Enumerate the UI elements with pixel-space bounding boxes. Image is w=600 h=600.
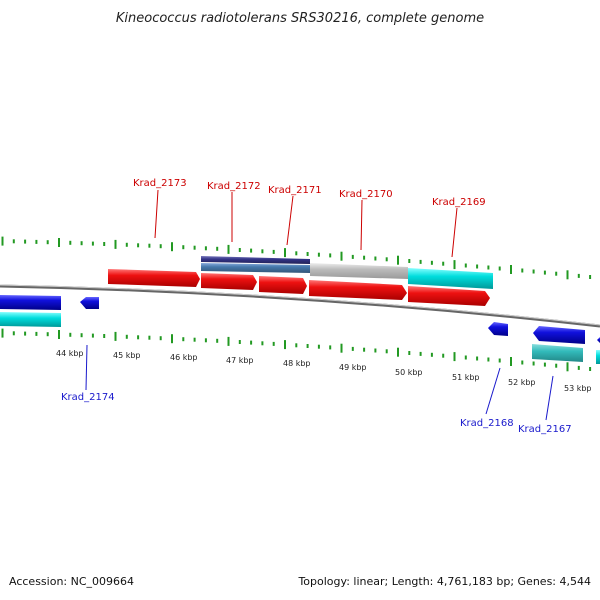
gene-label-krad-2173[interactable]: Krad_2173 [133, 178, 187, 189]
scale-labels: 44 kbp 45 kbp 46 kbp 47 kbp 48 kbp 49 kb… [56, 349, 592, 393]
gene-labels-top: Krad_2173 Krad_2172 Krad_2171 Krad_2170 … [133, 178, 486, 208]
scale-label-52kbp: 52 kbp [508, 378, 536, 387]
leader-krad-2168 [485, 367, 501, 415]
scale-label-46kbp: 46 kbp [170, 353, 198, 362]
cds-bar-cyan[interactable] [408, 268, 493, 289]
cds-bar-cyan-left[interactable] [0, 312, 61, 327]
leader-krad-2169 [451, 207, 458, 258]
cds-bar-cyan-right[interactable] [596, 350, 600, 364]
gene-label-krad-2174[interactable]: Krad_2174 [61, 392, 115, 403]
scale-label-48kbp: 48 kbp [283, 359, 311, 368]
genome-backbone [0, 284, 600, 328]
label-leaders [85, 189, 554, 421]
forward-genes [108, 269, 490, 306]
gene-arrow-krad-2170[interactable] [309, 280, 407, 300]
leader-krad-2174 [85, 344, 88, 391]
genome-backbone-highlight [0, 284, 600, 326]
tick-row-bottom [1, 328, 592, 372]
gene-arrow-krad-2173[interactable] [108, 269, 200, 287]
scale-label-44kbp: 44 kbp [56, 349, 84, 358]
tick-row-top [1, 236, 592, 280]
scale-label-50kbp: 50 kbp [395, 368, 423, 377]
gene-arrow-krad-2171[interactable] [259, 276, 307, 294]
gene-labels-bottom: Krad_2174 Krad_2168 Krad_2167 [61, 392, 572, 435]
map-title: Kineococcus radiotolerans SRS30216, comp… [116, 11, 484, 26]
scale-label-49kbp: 49 kbp [339, 363, 367, 372]
leader-krad-2171 [286, 195, 294, 246]
gene-label-krad-2172[interactable]: Krad_2172 [207, 181, 261, 192]
genome-summary-text: Topology: linear; Length: 4,761,183 bp; … [297, 575, 591, 588]
cds-bar-steel[interactable] [201, 263, 310, 273]
reverse-genes [0, 295, 600, 364]
scale-label-53kbp: 53 kbp [564, 384, 592, 393]
leader-krad-2170 [360, 199, 363, 251]
scale-label-51kbp: 51 kbp [452, 373, 480, 382]
gene-label-krad-2170[interactable]: Krad_2170 [339, 189, 393, 200]
gene-label-krad-2169[interactable]: Krad_2169 [432, 197, 486, 208]
feature-track-upper [201, 256, 493, 289]
gene-arrow-left-partial[interactable] [0, 295, 61, 310]
gene-arrow-krad-2172[interactable] [201, 273, 257, 290]
gene-label-krad-2167[interactable]: Krad_2167 [518, 424, 572, 435]
cds-bar-grey[interactable] [310, 263, 408, 279]
scale-label-45kbp: 45 kbp [113, 351, 141, 360]
leader-krad-2173 [154, 189, 159, 239]
gene-arrow-krad-2168[interactable] [488, 322, 508, 336]
gene-label-krad-2168[interactable]: Krad_2168 [460, 418, 514, 429]
gene-arrow-krad-2167[interactable] [533, 326, 585, 344]
scale-label-47kbp: 47 kbp [226, 356, 254, 365]
gene-arrow-krad-2174[interactable] [80, 297, 99, 309]
accession-text: Accession: NC_009664 [9, 575, 134, 588]
leader-krad-2167 [545, 375, 554, 421]
gene-label-krad-2171[interactable]: Krad_2171 [268, 185, 322, 196]
gene-arrow-krad-2169[interactable] [408, 286, 490, 306]
gene-arrow-edge-right[interactable] [597, 337, 600, 343]
cds-bar-navy[interactable] [201, 256, 310, 264]
cds-bar-teal-right[interactable] [532, 344, 583, 362]
